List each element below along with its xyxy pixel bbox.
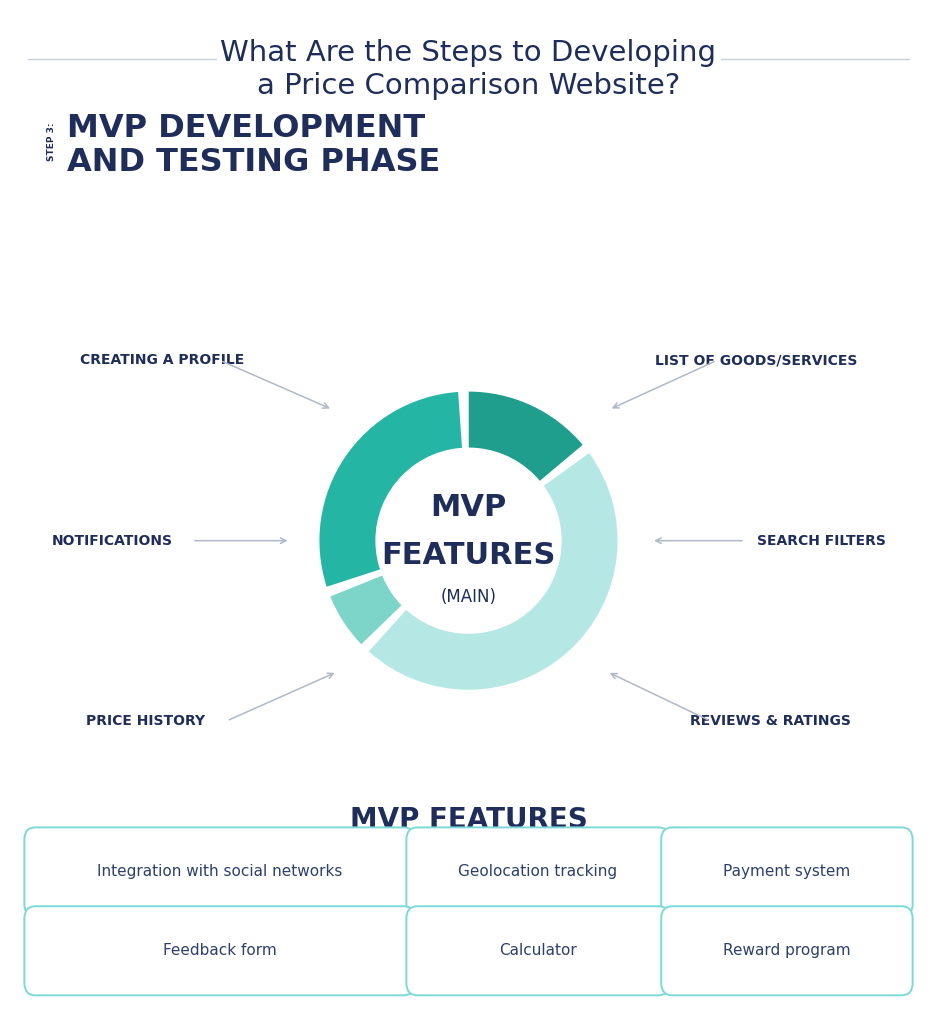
Text: AND TESTING PHASE: AND TESTING PHASE: [67, 147, 440, 178]
Wedge shape: [319, 392, 461, 587]
Wedge shape: [462, 391, 468, 449]
FancyBboxPatch shape: [24, 906, 415, 995]
Text: PRICE HISTORY: PRICE HISTORY: [86, 714, 205, 728]
Wedge shape: [468, 391, 582, 481]
FancyBboxPatch shape: [406, 906, 669, 995]
Text: Integration with social networks: Integration with social networks: [96, 864, 342, 880]
FancyBboxPatch shape: [24, 827, 415, 916]
Text: a Price Comparison Website?: a Price Comparison Website?: [256, 72, 680, 99]
Text: FEATURES: FEATURES: [381, 541, 555, 570]
Text: Geolocation tracking: Geolocation tracking: [458, 864, 617, 880]
Text: Reward program: Reward program: [723, 943, 850, 958]
Text: Calculator: Calculator: [499, 943, 577, 958]
Text: What Are the Steps to Developing: What Are the Steps to Developing: [220, 39, 716, 67]
Text: REVIEWS & RATINGS: REVIEWS & RATINGS: [689, 714, 850, 728]
Text: SEARCH FILTERS: SEARCH FILTERS: [755, 534, 885, 548]
Wedge shape: [327, 569, 381, 592]
Text: Payment system: Payment system: [723, 864, 850, 880]
Text: MVP FEATURES: MVP FEATURES: [349, 806, 587, 834]
Text: MVP DEVELOPMENT: MVP DEVELOPMENT: [67, 113, 425, 143]
Text: NOTIFICATIONS: NOTIFICATIONS: [51, 534, 172, 548]
Wedge shape: [541, 449, 589, 486]
FancyBboxPatch shape: [661, 827, 912, 916]
Wedge shape: [369, 453, 617, 690]
Wedge shape: [329, 575, 402, 644]
Text: LIST OF GOODS/SERVICES: LIST OF GOODS/SERVICES: [654, 353, 856, 368]
FancyBboxPatch shape: [661, 906, 912, 995]
Text: CREATING A PROFILE: CREATING A PROFILE: [80, 353, 243, 368]
Text: Feedback form: Feedback form: [163, 943, 276, 958]
Text: MVP: MVP: [430, 494, 506, 522]
Wedge shape: [361, 605, 403, 648]
Text: (ADDITIONAL): (ADDITIONAL): [417, 841, 519, 856]
Text: (MAIN): (MAIN): [440, 589, 496, 606]
Circle shape: [375, 449, 561, 633]
FancyBboxPatch shape: [406, 827, 669, 916]
Text: STEP 3:: STEP 3:: [47, 122, 56, 161]
